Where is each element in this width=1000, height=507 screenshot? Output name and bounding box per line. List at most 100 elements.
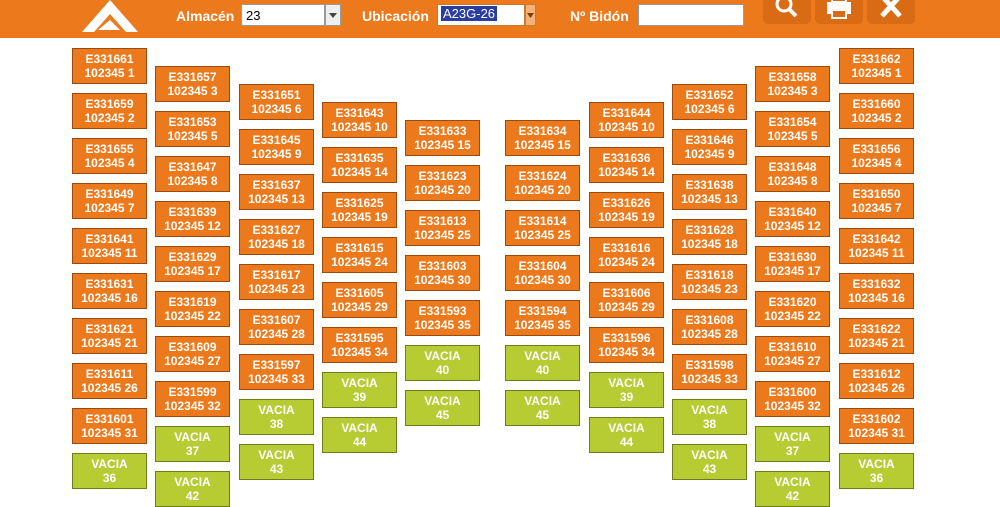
occupied-slot[interactable]: E331654 102345 5 [755, 111, 830, 147]
occupied-slot[interactable]: E331660 102345 2 [839, 93, 914, 129]
occupied-slot[interactable]: E331659 102345 2 [72, 93, 147, 129]
occupied-slot[interactable]: E331617 102345 23 [239, 264, 314, 300]
occupied-slot[interactable]: E331607 102345 28 [239, 309, 314, 345]
occupied-slot[interactable]: E331623 102345 20 [405, 165, 480, 201]
occupied-slot[interactable]: E331656 102345 4 [839, 138, 914, 174]
occupied-slot[interactable]: E331618 102345 23 [672, 264, 747, 300]
occupied-slot[interactable]: E331597 102345 33 [239, 354, 314, 390]
occupied-slot[interactable]: E331655 102345 4 [72, 138, 147, 174]
occupied-slot[interactable]: E331644 102345 10 [589, 102, 664, 138]
almacen-dropdown-button[interactable] [325, 4, 341, 26]
occupied-slot[interactable]: E331612 102345 26 [839, 363, 914, 399]
occupied-slot[interactable]: E331620 102345 22 [755, 291, 830, 327]
empty-slot[interactable]: VACIA 44 [589, 417, 664, 453]
empty-slot[interactable]: VACIA 38 [239, 399, 314, 435]
occupied-slot[interactable]: E331609 102345 27 [155, 336, 230, 372]
occupied-slot[interactable]: E331603 102345 30 [405, 255, 480, 291]
occupied-slot[interactable]: E331646 102345 9 [672, 129, 747, 165]
occupied-slot[interactable]: E331615 102345 24 [322, 237, 397, 273]
occupied-slot[interactable]: E331608 102345 28 [672, 309, 747, 345]
empty-slot[interactable]: VACIA 38 [672, 399, 747, 435]
empty-slot[interactable]: VACIA 39 [322, 372, 397, 408]
occupied-slot[interactable]: E331595 102345 34 [322, 327, 397, 363]
occupied-slot[interactable]: E331636 102345 14 [589, 147, 664, 183]
occupied-slot[interactable]: E331594 102345 35 [505, 300, 580, 336]
slot-code: E331647 [168, 160, 217, 174]
occupied-slot[interactable]: E331622 102345 21 [839, 318, 914, 354]
slot-status: VACIA [258, 448, 295, 462]
occupied-slot[interactable]: E331649 102345 7 [72, 183, 147, 219]
occupied-slot[interactable]: E331604 102345 30 [505, 255, 580, 291]
occupied-slot[interactable]: E331596 102345 34 [589, 327, 664, 363]
occupied-slot[interactable]: E331627 102345 18 [239, 219, 314, 255]
empty-slot[interactable]: VACIA 42 [155, 471, 230, 507]
occupied-slot[interactable]: E331624 102345 20 [505, 165, 580, 201]
occupied-slot[interactable]: E331614 102345 25 [505, 210, 580, 246]
ubicacion-select[interactable]: A23G-26 [437, 4, 525, 26]
occupied-slot[interactable]: E331601 102345 31 [72, 408, 147, 444]
empty-slot[interactable]: VACIA 40 [405, 345, 480, 381]
occupied-slot[interactable]: E331613 102345 25 [405, 210, 480, 246]
empty-slot[interactable]: VACIA 40 [505, 345, 580, 381]
print-button[interactable] [815, 0, 863, 24]
empty-slot[interactable]: VACIA 37 [755, 426, 830, 462]
almacen-select[interactable] [241, 4, 325, 26]
occupied-slot[interactable]: E331640 102345 12 [755, 201, 830, 237]
search-button[interactable] [763, 0, 811, 24]
occupied-slot[interactable]: E331645 102345 9 [239, 129, 314, 165]
occupied-slot[interactable]: E331630 102345 17 [755, 246, 830, 282]
empty-slot[interactable]: VACIA 39 [589, 372, 664, 408]
occupied-slot[interactable]: E331629 102345 17 [155, 246, 230, 282]
occupied-slot[interactable]: E331605 102345 29 [322, 282, 397, 318]
empty-slot[interactable]: VACIA 43 [672, 444, 747, 480]
occupied-slot[interactable]: E331631 102345 16 [72, 273, 147, 309]
occupied-slot[interactable]: E331658 102345 3 [755, 66, 830, 102]
slot-code: E331658 [768, 70, 817, 84]
occupied-slot[interactable]: E331606 102345 29 [589, 282, 664, 318]
occupied-slot[interactable]: E331619 102345 22 [155, 291, 230, 327]
empty-slot[interactable]: VACIA 36 [72, 453, 147, 489]
occupied-slot[interactable]: E331626 102345 19 [589, 192, 664, 228]
occupied-slot[interactable]: E331625 102345 19 [322, 192, 397, 228]
occupied-slot[interactable]: E331652 102345 6 [672, 84, 747, 120]
close-button[interactable] [867, 0, 915, 24]
occupied-slot[interactable]: E331632 102345 16 [839, 273, 914, 309]
empty-slot[interactable]: VACIA 36 [839, 453, 914, 489]
occupied-slot[interactable]: E331634 102345 15 [505, 120, 580, 156]
occupied-slot[interactable]: E331628 102345 18 [672, 219, 747, 255]
occupied-slot[interactable]: E331633 102345 15 [405, 120, 480, 156]
occupied-slot[interactable]: E331638 102345 13 [672, 174, 747, 210]
occupied-slot[interactable]: E331635 102345 14 [322, 147, 397, 183]
occupied-slot[interactable]: E331650 102345 7 [839, 183, 914, 219]
empty-slot[interactable]: VACIA 45 [505, 390, 580, 426]
occupied-slot[interactable]: E331637 102345 13 [239, 174, 314, 210]
occupied-slot[interactable]: E331648 102345 8 [755, 156, 830, 192]
empty-slot[interactable]: VACIA 43 [239, 444, 314, 480]
occupied-slot[interactable]: E331602 102345 31 [839, 408, 914, 444]
occupied-slot[interactable]: E331662 102345 1 [839, 48, 914, 84]
occupied-slot[interactable]: E331639 102345 12 [155, 201, 230, 237]
bidon-input[interactable] [638, 4, 744, 26]
occupied-slot[interactable]: E331599 102345 32 [155, 381, 230, 417]
occupied-slot[interactable]: E331657 102345 3 [155, 66, 230, 102]
occupied-slot[interactable]: E331653 102345 5 [155, 111, 230, 147]
occupied-slot[interactable]: E331641 102345 11 [72, 228, 147, 264]
occupied-slot[interactable]: E331647 102345 8 [155, 156, 230, 192]
occupied-slot[interactable]: E331651 102345 6 [239, 84, 314, 120]
ubicacion-dropdown-button[interactable] [525, 4, 536, 26]
slot-number: 102345 27 [764, 354, 821, 368]
occupied-slot[interactable]: E331642 102345 11 [839, 228, 914, 264]
occupied-slot[interactable]: E331643 102345 10 [322, 102, 397, 138]
occupied-slot[interactable]: E331621 102345 21 [72, 318, 147, 354]
occupied-slot[interactable]: E331611 102345 26 [72, 363, 147, 399]
occupied-slot[interactable]: E331610 102345 27 [755, 336, 830, 372]
occupied-slot[interactable]: E331598 102345 33 [672, 354, 747, 390]
empty-slot[interactable]: VACIA 37 [155, 426, 230, 462]
occupied-slot[interactable]: E331616 102345 24 [589, 237, 664, 273]
empty-slot[interactable]: VACIA 45 [405, 390, 480, 426]
empty-slot[interactable]: VACIA 42 [755, 471, 830, 507]
occupied-slot[interactable]: E331593 102345 35 [405, 300, 480, 336]
empty-slot[interactable]: VACIA 44 [322, 417, 397, 453]
occupied-slot[interactable]: E331661 102345 1 [72, 48, 147, 84]
occupied-slot[interactable]: E331600 102345 32 [755, 381, 830, 417]
